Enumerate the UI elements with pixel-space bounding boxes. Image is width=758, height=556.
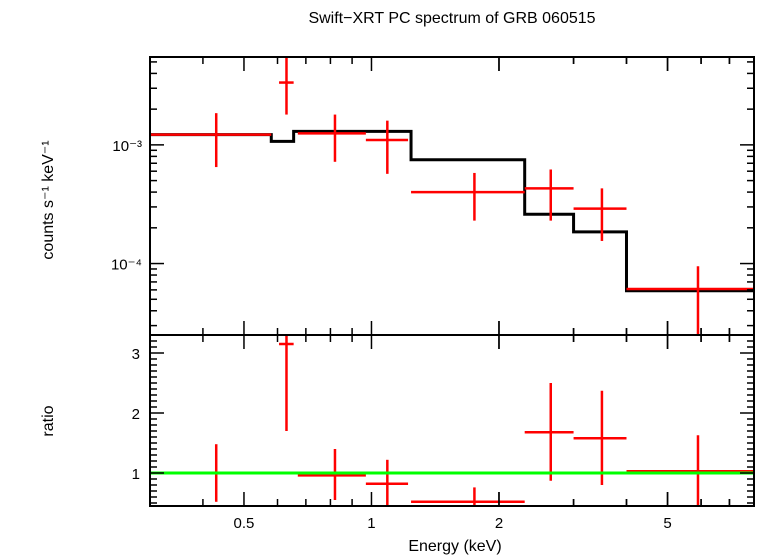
top-panel: 10⁻³ 10⁻⁴ counts s⁻¹ keV⁻¹ (40, 56, 755, 336)
x-axis-label: Energy (keV) (408, 538, 501, 555)
data-point (297, 114, 366, 162)
ratio-point (279, 335, 294, 431)
x-tick-label: 2 (495, 515, 503, 532)
ratio-point (365, 459, 409, 506)
bottom-panel-ylabel: ratio (40, 405, 57, 436)
bottom-panel-frame (149, 334, 755, 507)
data-point (150, 113, 272, 168)
bottom-panel: 0.5 1 2 5 1 2 3 ratio (40, 334, 755, 532)
ratio-point (573, 390, 627, 485)
data-point (573, 188, 627, 241)
data-point (524, 169, 574, 221)
chart-title: Swift−XRT PC spectrum of GRB 060515 (308, 10, 595, 27)
y-tick-label: 1 (132, 466, 140, 483)
data-point (626, 266, 754, 335)
data-point (411, 172, 525, 221)
top-panel-plot-area (150, 57, 754, 335)
top-panel-ylabel: counts s⁻¹ keV⁻¹ (40, 140, 57, 259)
bottom-panel-ticks: 0.5 1 2 5 1 2 3 (132, 335, 754, 532)
top-panel-frame (149, 56, 755, 336)
y-tick-label: 10⁻³ (112, 138, 142, 155)
model-step-line (150, 129, 754, 293)
y-tick-label: 10⁻⁴ (111, 257, 142, 274)
x-tick-label: 0.5 (234, 515, 255, 532)
top-panel-ticks: 10⁻³ 10⁻⁴ (111, 57, 754, 335)
y-tick-label: 3 (132, 346, 140, 363)
x-tick-label: 5 (663, 515, 671, 532)
ratio-point (411, 487, 525, 506)
y-tick-label: 2 (132, 406, 140, 423)
data-point (279, 57, 294, 115)
bottom-panel-plot-area (150, 335, 754, 506)
x-tick-label: 1 (367, 515, 375, 532)
data-point (365, 120, 409, 174)
ratio-point (626, 435, 754, 506)
ratio-point (524, 383, 574, 481)
